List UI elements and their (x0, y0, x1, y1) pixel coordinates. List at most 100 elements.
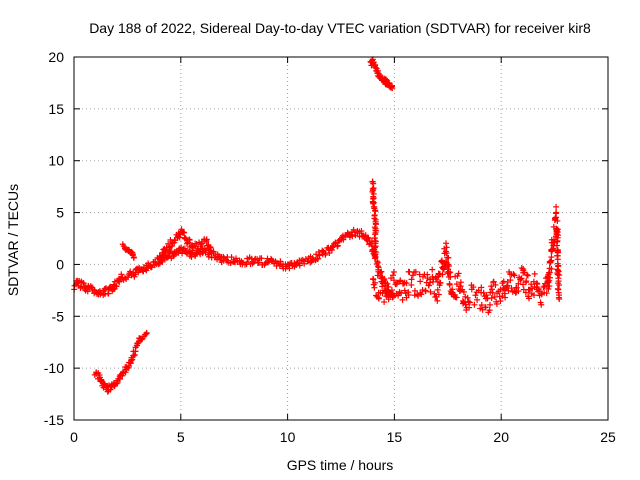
data-point (116, 278, 123, 285)
data-point (457, 279, 464, 286)
data-point (268, 257, 275, 264)
data-point (556, 272, 563, 279)
data-point (446, 280, 453, 287)
data-point (488, 283, 495, 290)
data-point (538, 301, 545, 308)
data-point (384, 280, 391, 287)
data-point (470, 284, 477, 291)
data-point (378, 278, 385, 285)
data-point (545, 286, 552, 293)
data-point (350, 226, 357, 233)
data-point (523, 278, 530, 285)
data-point (443, 244, 450, 251)
data-point (372, 208, 379, 215)
data-point (207, 243, 214, 250)
data-point (408, 281, 415, 288)
data-point (505, 287, 512, 294)
data-point (399, 296, 406, 303)
data-point (205, 253, 212, 260)
data-point (522, 289, 529, 296)
data-point (449, 286, 456, 293)
data-point (482, 304, 489, 311)
data-point (478, 284, 485, 291)
data-point (129, 251, 136, 258)
data-point (254, 256, 261, 263)
data-point (488, 295, 495, 302)
data-points (71, 56, 563, 395)
data-point (453, 281, 460, 288)
data-point (401, 287, 408, 294)
data-point (397, 277, 404, 284)
plot-frame (73, 56, 609, 421)
data-point (148, 263, 155, 270)
data-point (502, 294, 509, 301)
data-point (389, 85, 396, 92)
data-point (381, 275, 388, 282)
data-point (556, 282, 563, 289)
data-point (496, 293, 503, 300)
data-point (255, 259, 262, 266)
data-point (307, 259, 314, 266)
data-point (453, 294, 460, 301)
data-point (464, 294, 471, 301)
data-point (465, 298, 472, 305)
data-point (427, 288, 434, 295)
data-point (199, 240, 206, 247)
data-point (493, 300, 500, 307)
data-point (381, 299, 388, 306)
data-point (182, 235, 189, 242)
data-point (492, 281, 499, 288)
x-tick-label: 15 (387, 429, 403, 445)
data-point (466, 299, 473, 306)
data-point (554, 234, 561, 241)
data-point (178, 226, 185, 233)
data-point (249, 260, 256, 267)
data-point (507, 277, 514, 284)
y-tick-label: 15 (48, 101, 64, 117)
data-point (345, 230, 352, 237)
y-tick-label: -10 (44, 360, 64, 376)
data-point (84, 288, 91, 295)
data-point (472, 292, 479, 299)
data-point (128, 357, 135, 364)
data-point (425, 282, 432, 289)
y-tick-label: 10 (48, 153, 64, 169)
x-tick-label: 5 (177, 429, 185, 445)
data-point (385, 296, 392, 303)
data-point (113, 380, 120, 387)
data-point (127, 268, 134, 275)
data-point (228, 254, 235, 261)
data-point (439, 271, 446, 278)
data-point (460, 288, 467, 295)
data-point (388, 287, 395, 294)
data-point (378, 268, 385, 275)
data-point (434, 297, 441, 304)
data-point (531, 292, 538, 299)
data-point (531, 270, 538, 277)
data-point (130, 254, 137, 261)
y-tick-label: 0 (56, 256, 64, 272)
data-point (371, 284, 378, 291)
data-point (192, 253, 199, 260)
data-point (471, 301, 478, 308)
data-point (483, 292, 490, 299)
y-tick-label: -15 (44, 412, 64, 428)
data-point (393, 281, 400, 288)
data-point (203, 238, 210, 245)
data-point (122, 369, 129, 376)
data-point (555, 286, 562, 293)
data-point (523, 271, 530, 278)
data-point (402, 290, 409, 297)
x-axis-label: GPS time / hours (287, 457, 394, 473)
data-point (518, 275, 525, 282)
data-point (553, 203, 560, 210)
data-point (80, 280, 87, 287)
x-tick-label: 0 (70, 429, 78, 445)
data-point (319, 251, 326, 258)
data-point (129, 356, 136, 363)
grid (74, 57, 608, 420)
y-axis-label: SDTVAR / TECUs (5, 184, 21, 296)
data-point (546, 283, 553, 290)
data-point (418, 291, 425, 298)
data-point (555, 294, 562, 301)
